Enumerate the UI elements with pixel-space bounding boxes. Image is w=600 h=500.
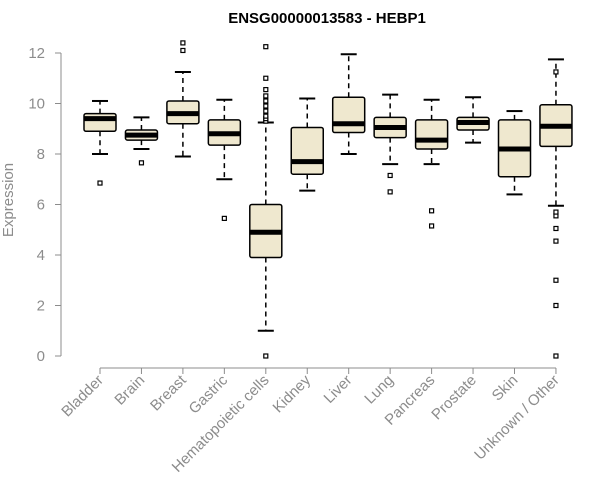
box-gastric xyxy=(207,98,242,221)
outlier-point xyxy=(387,189,393,195)
outlier-point xyxy=(97,180,103,186)
box-skin xyxy=(497,110,532,196)
outlier-point xyxy=(180,40,186,46)
outlier-point xyxy=(263,113,269,119)
x-tick-label: Lung xyxy=(361,372,397,408)
x-tick-label: Liver xyxy=(321,372,356,407)
y-tick-label: 8 xyxy=(37,146,45,163)
y-tick-label: 10 xyxy=(28,96,45,113)
outlier-point xyxy=(263,98,269,104)
outlier-point xyxy=(180,47,186,54)
box-lung xyxy=(373,93,407,195)
y-tick-label: 0 xyxy=(37,348,45,365)
outlier-point xyxy=(263,75,269,81)
y-axis-label: Expression xyxy=(0,163,17,237)
box-body xyxy=(290,126,324,175)
outlier-point xyxy=(553,238,559,244)
outlier-point xyxy=(263,87,269,93)
outlier-point xyxy=(263,103,269,109)
outlier-point xyxy=(263,44,269,50)
outlier-point xyxy=(263,353,269,359)
x-tick-label: Prostate xyxy=(428,372,480,424)
outlier-point xyxy=(553,69,559,75)
x-tick-label: Skin xyxy=(489,372,522,405)
outlier-point xyxy=(553,302,559,309)
outlier-point xyxy=(263,108,269,114)
box-pancreas xyxy=(414,98,449,229)
x-tick-label: Bladder xyxy=(58,372,107,421)
box-body xyxy=(331,96,366,134)
y-tick-label: 4 xyxy=(37,247,45,264)
outlier-point xyxy=(429,208,435,214)
x-tick-label: Breast xyxy=(147,371,190,414)
box-brain xyxy=(124,116,159,166)
outlier-point xyxy=(263,93,269,99)
outlier-point xyxy=(553,209,559,215)
box-breast xyxy=(166,40,200,158)
chart-title: ENSG00000013583 - HEBP1 xyxy=(228,10,426,27)
y-tick-label: 12 xyxy=(28,45,45,62)
box-unknown-other xyxy=(539,58,573,359)
x-tick-label: Brain xyxy=(111,372,148,409)
box-bladder xyxy=(83,99,117,186)
outlier-point xyxy=(138,160,145,166)
box-kidney xyxy=(290,97,324,192)
outlier-point xyxy=(553,353,559,359)
outlier-point xyxy=(553,225,559,232)
outlier-point xyxy=(553,277,559,283)
box-hematopoietic-cells xyxy=(249,44,283,359)
outlier-point xyxy=(387,172,393,179)
outlier-point xyxy=(429,223,435,229)
outlier-point xyxy=(221,215,227,221)
box-prostate xyxy=(456,96,490,144)
x-tick-label: Kidney xyxy=(270,371,315,416)
box-body xyxy=(414,119,449,150)
y-tick-label: 6 xyxy=(37,197,45,214)
box-liver xyxy=(331,53,366,155)
y-ticks: 0 2 4 6 8 10 12 xyxy=(28,45,61,365)
y-tick-label: 2 xyxy=(37,298,45,315)
boxes xyxy=(83,40,573,359)
